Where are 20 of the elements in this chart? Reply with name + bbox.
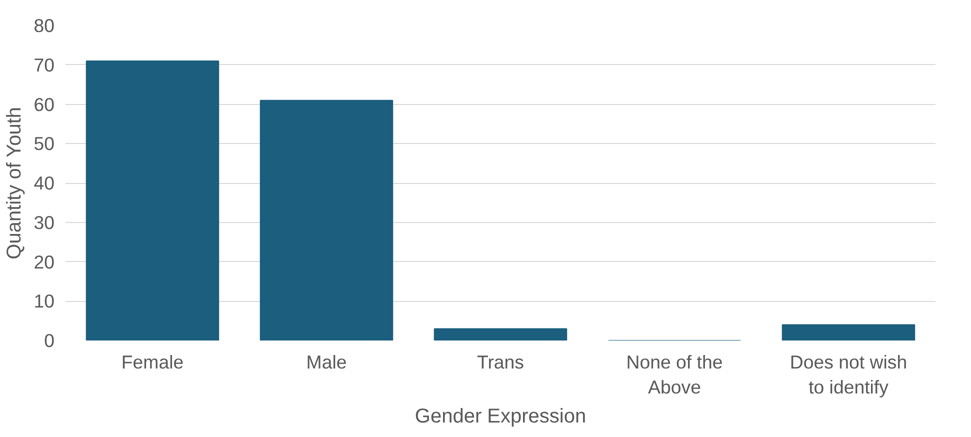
bar: [86, 60, 220, 340]
y-tick-label: 50: [34, 133, 55, 154]
x-axis-title: Gender Expression: [414, 406, 586, 428]
x-tick-label: Trans: [477, 352, 524, 372]
y-tick-label: 40: [34, 172, 55, 194]
y-tick-label: 60: [34, 94, 55, 115]
y-tick-label: 20: [34, 251, 55, 272]
x-tick-label: Does not wish to identify: [790, 352, 908, 398]
y-tick-label: 10: [34, 290, 55, 312]
bar: [434, 328, 568, 340]
y-axis-title: Quantity of Youth: [4, 107, 26, 260]
bar: [782, 324, 916, 340]
x-tick-label: None of the Above: [626, 352, 723, 398]
y-tick-label: 0: [44, 330, 55, 351]
bar: [260, 100, 394, 340]
y-tick-label: 70: [34, 54, 55, 76]
x-tick-label: Female: [121, 352, 184, 372]
y-tick-label: 80: [34, 15, 55, 36]
y-tick-label: 30: [34, 212, 55, 233]
x-tick-label: Male: [306, 352, 347, 372]
